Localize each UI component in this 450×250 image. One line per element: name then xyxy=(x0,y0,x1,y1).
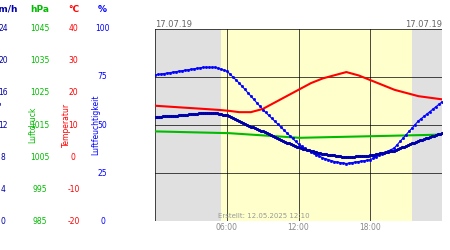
Text: 20: 20 xyxy=(68,88,78,98)
Text: 0: 0 xyxy=(100,217,105,226)
Bar xyxy=(221,29,412,221)
Text: %: % xyxy=(98,5,107,14)
Text: 0: 0 xyxy=(1,217,5,226)
Text: 8: 8 xyxy=(1,152,5,162)
Text: mm/h: mm/h xyxy=(0,5,18,14)
Text: 30: 30 xyxy=(68,56,78,65)
Text: 20: 20 xyxy=(0,56,8,65)
Text: Erstellt: 12.05.2025 12:10: Erstellt: 12.05.2025 12:10 xyxy=(218,213,310,219)
Text: 10: 10 xyxy=(68,120,78,130)
Text: 12: 12 xyxy=(0,120,8,130)
Text: 25: 25 xyxy=(98,168,108,177)
Text: 17.07.19: 17.07.19 xyxy=(405,20,442,29)
Text: 1045: 1045 xyxy=(30,24,50,33)
Text: 16: 16 xyxy=(0,88,8,98)
Text: 995: 995 xyxy=(32,185,47,194)
Text: 1015: 1015 xyxy=(30,120,49,130)
Text: Luftfeuchtigkeit: Luftfeuchtigkeit xyxy=(91,95,100,155)
Text: 75: 75 xyxy=(98,72,108,82)
Text: 1005: 1005 xyxy=(30,152,50,162)
Text: 4: 4 xyxy=(1,185,5,194)
Text: hPa: hPa xyxy=(30,5,49,14)
Text: 24: 24 xyxy=(0,24,8,33)
Text: 17.07.19: 17.07.19 xyxy=(155,20,192,29)
Text: -10: -10 xyxy=(67,185,80,194)
Text: 40: 40 xyxy=(68,24,78,33)
Text: Temperatur: Temperatur xyxy=(62,103,71,147)
Text: Luftdruck: Luftdruck xyxy=(28,107,37,143)
Text: 1035: 1035 xyxy=(30,56,50,65)
Text: Niederschlag: Niederschlag xyxy=(0,100,1,150)
Text: 0: 0 xyxy=(71,152,76,162)
Text: 50: 50 xyxy=(98,120,108,130)
Text: 985: 985 xyxy=(32,217,47,226)
Text: 100: 100 xyxy=(95,24,110,33)
Text: 1025: 1025 xyxy=(30,88,49,98)
Text: -20: -20 xyxy=(67,217,80,226)
Text: °C: °C xyxy=(68,5,79,14)
